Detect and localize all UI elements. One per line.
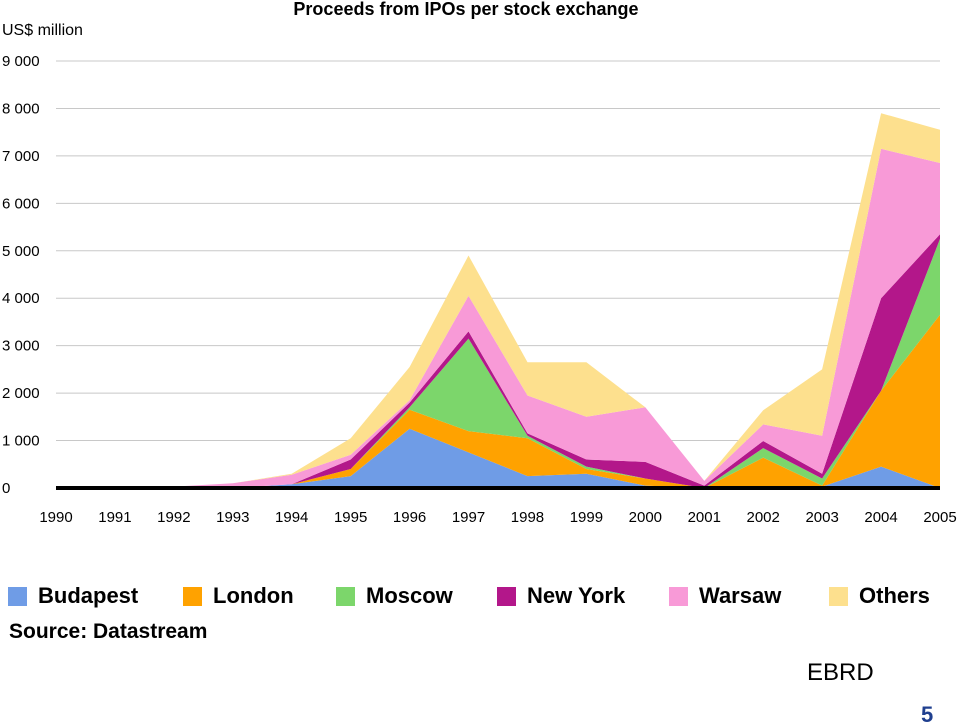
legend-item-budapest: Budapest: [8, 582, 138, 610]
x-tick-label: 2003: [805, 509, 838, 526]
x-tick-label: 2002: [747, 509, 780, 526]
y-tick-label: 7 000: [2, 148, 40, 165]
y-tick-label: 6 000: [2, 195, 40, 212]
legend-swatch: [8, 586, 27, 606]
x-tick-label: 2005: [923, 509, 956, 526]
area-london: [56, 314, 940, 488]
x-tick-labels: 1990 1991 1992 1993 1994 1995 1996 1997 1998 1999…: [39, 509, 956, 526]
x-tick-label: 1998: [511, 509, 544, 526]
x-tick-label: 1991: [98, 509, 131, 526]
area-budapest: [56, 428, 940, 488]
legend-item-moscow: Moscow: [336, 582, 453, 610]
y-tick-label: 1 000: [2, 433, 40, 450]
stacked-areas: [56, 113, 940, 489]
x-tick-label: 1997: [452, 509, 485, 526]
page-number: 5: [921, 702, 934, 727]
legend: Budapest London Moscow New York Warsaw Others: [0, 582, 960, 610]
y-tick-labels: 0 1 000 2 000 3 000 4 000 5 000 6 000 7 000 8 00…: [2, 53, 40, 497]
x-tick-label: 1996: [393, 509, 426, 526]
y-tick-label: 3 000: [2, 338, 40, 355]
y-tick-label: 9 000: [2, 53, 40, 70]
y-tick-label: 2 000: [2, 385, 40, 402]
x-tick-label: 2004: [864, 509, 897, 526]
legend-swatch: [183, 586, 202, 606]
legend-label: Moscow: [366, 583, 453, 608]
gridlines: [56, 60, 940, 442]
y-tick-label: 0: [2, 480, 10, 497]
x-tick-label: 1993: [216, 509, 249, 526]
legend-swatch: [336, 586, 355, 606]
org-label: EBRD: [807, 659, 874, 686]
x-tick-label: 2001: [688, 509, 721, 526]
legend-label: Others: [859, 583, 930, 608]
y-tick-label: 5 000: [2, 243, 40, 260]
legend-swatch: [497, 586, 516, 606]
x-tick-label: 1994: [275, 509, 308, 526]
x-tick-label: 1995: [334, 509, 367, 526]
y-axis-label: US$ million: [2, 22, 83, 39]
legend-item-warsaw: Warsaw: [669, 582, 781, 610]
x-tick-label: 2000: [629, 509, 662, 526]
y-tick-label: 4 000: [2, 290, 40, 307]
legend-item-others: Others: [829, 582, 930, 610]
legend-item-new-york: New York: [497, 582, 625, 610]
x-tick-label: 1990: [39, 509, 72, 526]
source-note: Source: Datastream: [9, 620, 208, 643]
chart-title: Proceeds from IPOs per stock exchange: [293, 0, 638, 19]
legend-label: Warsaw: [699, 583, 782, 608]
legend-swatch: [829, 586, 848, 606]
legend-label: Budapest: [38, 583, 139, 608]
x-tick-label: 1999: [570, 509, 603, 526]
legend-item-london: London: [183, 582, 294, 610]
legend-label: London: [213, 583, 294, 608]
legend-label: New York: [527, 583, 626, 608]
ipo-area-chart: Proceeds from IPOs per stock exchange US…: [2, 0, 957, 526]
legend-swatch: [669, 586, 688, 606]
y-tick-label: 8 000: [2, 100, 40, 117]
x-tick-label: 1992: [157, 509, 190, 526]
